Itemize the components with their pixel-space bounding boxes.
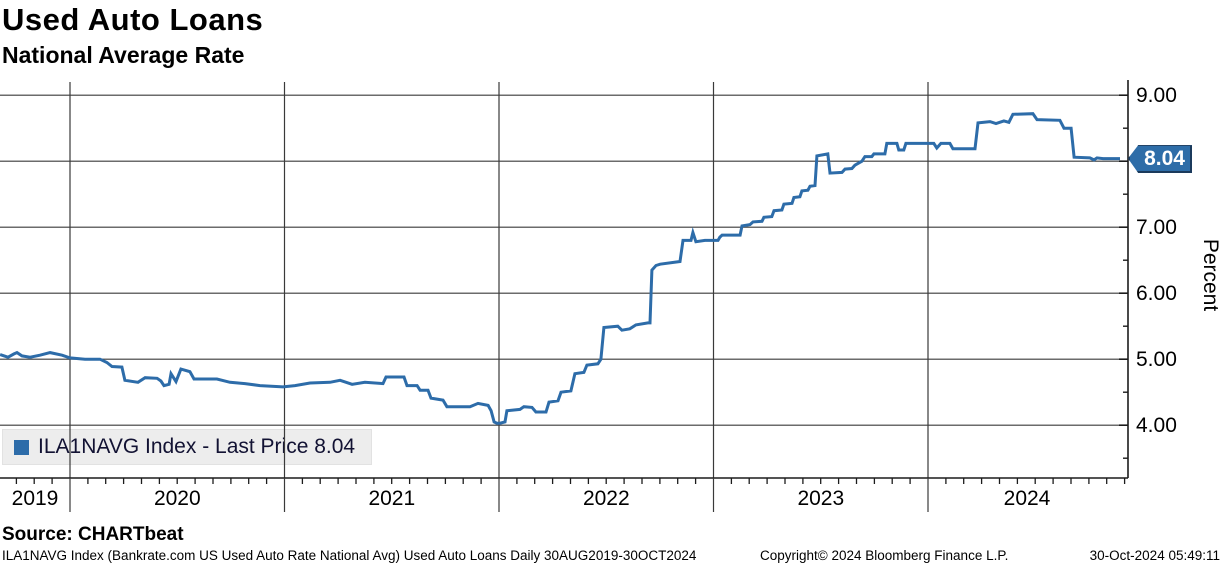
svg-text:9.00: 9.00 xyxy=(1136,84,1177,107)
svg-text:4.00: 4.00 xyxy=(1136,414,1177,437)
svg-text:2023: 2023 xyxy=(797,487,844,510)
price-line-series xyxy=(0,112,1120,425)
x-axis-labels: 2019 2020 2021 2022 2023 2024 xyxy=(12,478,1126,512)
axes xyxy=(0,80,1129,479)
page-subtitle: National Average Rate xyxy=(2,42,245,68)
series xyxy=(0,112,1120,425)
last-price-tag: 8.04 xyxy=(1128,145,1192,173)
y-axis-title: Percent xyxy=(1199,239,1222,312)
last-price-value: 8.04 xyxy=(1144,146,1185,170)
svg-text:7.00: 7.00 xyxy=(1136,216,1177,239)
price-chart: 4.005.006.007.008.009.002019202020212022… xyxy=(0,80,1222,512)
footer-timestamp: 30-Oct-2024 05:49:11 xyxy=(1089,548,1220,563)
page-title: Used Auto Loans xyxy=(2,2,264,37)
svg-text:2020: 2020 xyxy=(154,487,201,510)
source-note: Source: CHARTbeat xyxy=(2,524,184,545)
svg-text:Percent: Percent xyxy=(1199,239,1222,312)
x-gridlines xyxy=(69,82,929,478)
legend-box: ILA1NAVG Index - Last Price 8.04 xyxy=(2,429,373,465)
y-gridlines xyxy=(0,94,1128,426)
footer-description: ILA1NAVG Index (Bankrate.com US Used Aut… xyxy=(2,548,697,563)
svg-text:6.00: 6.00 xyxy=(1136,282,1177,305)
svg-text:2022: 2022 xyxy=(583,487,630,510)
legend-series-marker-icon xyxy=(14,439,29,455)
svg-text:2024: 2024 xyxy=(1004,487,1051,510)
svg-text:5.00: 5.00 xyxy=(1136,348,1177,371)
svg-text:2021: 2021 xyxy=(368,487,415,510)
svg-text:2019: 2019 xyxy=(12,487,59,510)
legend-series-label: ILA1NAVG Index - Last Price 8.04 xyxy=(38,435,356,458)
footer: ILA1NAVG Index (Bankrate.com US Used Aut… xyxy=(2,548,1222,564)
footer-copyright: Copyright© 2024 Bloomberg Finance L.P. xyxy=(760,548,1009,563)
